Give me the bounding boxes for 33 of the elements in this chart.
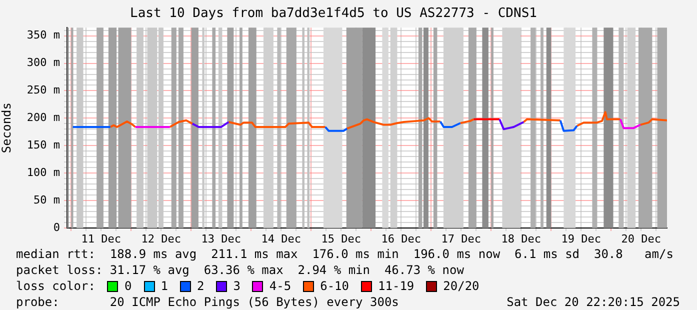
legend-title: loss color: xyxy=(16,278,96,294)
legend-label: 11-19 xyxy=(378,278,414,294)
y-axis-title: Seconds xyxy=(0,102,14,154)
x-tick-label: 15 Dec xyxy=(321,232,362,246)
x-tick-label: 13 Dec xyxy=(201,232,242,246)
x-tick-label: 17 Dec xyxy=(441,232,482,246)
legend-label: 2 xyxy=(196,278,204,294)
legend-label: 20/20 xyxy=(443,278,480,294)
legend-label: 4-5 xyxy=(269,278,292,294)
y-tick-label: 50 m xyxy=(34,193,60,206)
x-tick-label: 18 Dec xyxy=(501,232,542,246)
text: median rtt: 188.9 ms avg 211.1 ms max 176.0 ms min 196.0 ms now 6.1 ms sd 30.8 am/s xyxy=(16,246,674,262)
y-tick-label: 150 m xyxy=(26,138,60,152)
text: probe: 20 ICMP Echo Pings (56 Bytes) every 300s xyxy=(16,294,399,310)
legend-label: 6-10 xyxy=(320,278,350,294)
y-tick-label: 100 m xyxy=(26,166,60,179)
x-tick-label: 11 Dec xyxy=(81,232,122,246)
y-tick-label: 250 m xyxy=(26,84,60,97)
y-tick-label: 350 m xyxy=(26,28,60,42)
y-tick-label: 0 xyxy=(53,220,60,234)
x-tick-label: 16 Dec xyxy=(381,232,422,246)
legend-label: 1 xyxy=(160,278,168,294)
x-tick-label: 20 Dec xyxy=(621,232,662,246)
text: Sat Dec 20 22:20:15 2025 xyxy=(506,294,680,310)
legend-label: 0 xyxy=(124,278,132,294)
x-tick-label: 12 Dec xyxy=(141,232,182,246)
legend-label: 3 xyxy=(233,278,240,294)
x-tick-label: 19 Dec xyxy=(561,232,602,246)
y-tick-label: 300 m xyxy=(26,56,60,70)
x-tick-label: 14 Dec xyxy=(261,232,302,246)
y-tick-label: 200 m xyxy=(26,111,60,124)
chart-title: Last 10 Days from ba7dd3e1f4d5 to US AS22773 - CDNS1 xyxy=(130,6,537,22)
text: packet loss: 31.17 % avg 63.36 % max 2.94 % min 46.73 % now xyxy=(16,262,465,278)
